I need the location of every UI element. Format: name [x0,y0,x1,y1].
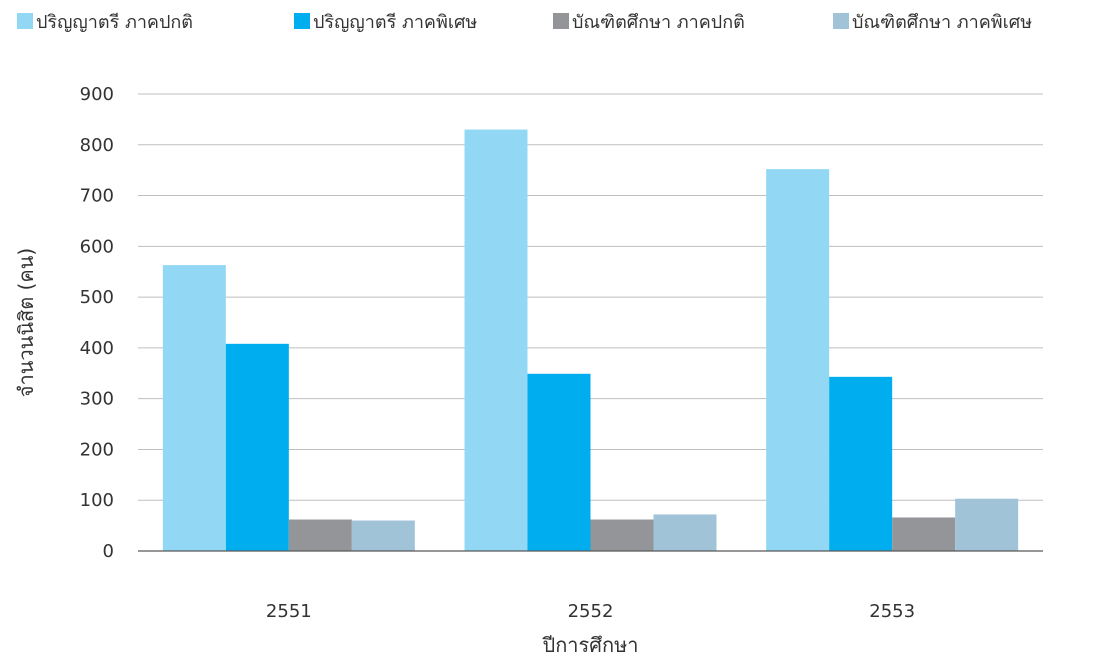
legend-label: บัณฑิตศึกษา ภาคพิเศษ [852,12,1032,33]
legend-label: ปริญญาตรี ภาคพิเศษ [313,12,477,33]
bar [829,376,893,551]
bar [351,520,415,551]
bar [288,519,352,551]
y-tick-label: 100 [80,490,114,511]
x-axis-ticks: 2551 2552 2553 [266,601,915,622]
legend-swatch [553,13,569,29]
legend: ปริญญาตรี ภาคปกติ ปริญญาตรี ภาคพิเศษ บัณฑิ… [17,12,1032,33]
y-axis-title: จำนวนนิสิต (คน) [14,248,38,397]
y-axis-ticks: 0 100 200 300 400 500 600 700 800 900 [80,84,114,562]
y-tick-label: 200 [80,439,114,460]
bar [653,514,717,551]
x-axis-title: ปีการศึกษา [542,633,638,657]
bar [527,373,591,551]
gridlines [138,93,1043,501]
bar [162,265,226,551]
bar [766,169,830,551]
y-tick-label: 900 [80,84,114,105]
x-tick-label: 2553 [869,601,915,622]
legend-label: บัณฑิตศึกษา ภาคปกติ [572,12,745,33]
y-tick-label: 0 [103,541,114,562]
legend-label: ปริญญาตรี ภาคปกติ [36,12,193,33]
y-tick-label: 300 [80,389,114,410]
y-tick-label: 600 [80,236,114,257]
x-tick-label: 2551 [266,601,312,622]
bar [590,519,654,551]
bar [892,517,956,551]
y-tick-label: 800 [80,135,114,156]
legend-swatch [833,13,849,29]
y-tick-label: 700 [80,186,114,207]
bar [225,343,289,551]
bar [464,129,528,552]
y-tick-label: 400 [80,338,114,359]
legend-swatch [294,13,310,29]
bar [955,498,1019,551]
y-tick-label: 500 [80,287,114,308]
legend-swatch [17,13,33,29]
x-tick-label: 2552 [568,601,614,622]
bars [162,129,1019,552]
